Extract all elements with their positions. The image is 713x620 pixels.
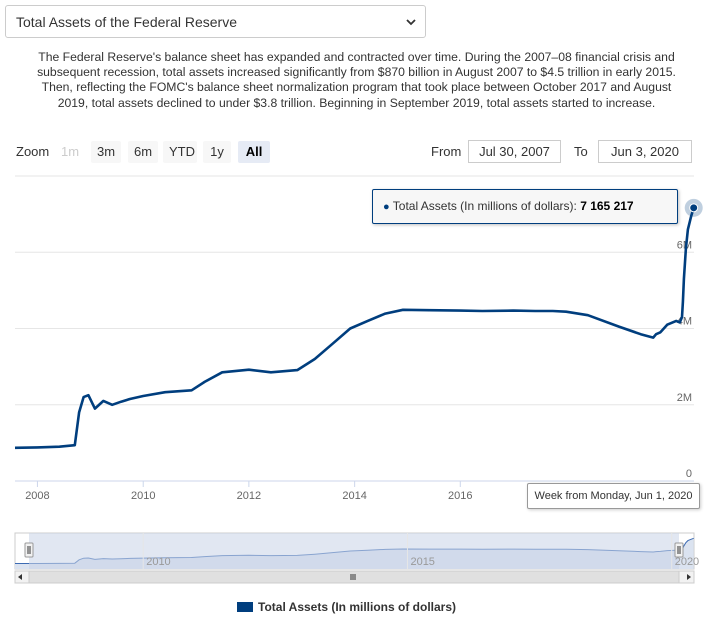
navigator-left-handle[interactable] — [24, 542, 34, 558]
chevron-down-icon — [406, 19, 416, 26]
scroll-left-arrow-icon — [18, 574, 22, 580]
zoom-1m-button[interactable]: 1m — [55, 141, 85, 163]
chart-description: The Federal Reserve's balance sheet has … — [37, 50, 676, 110]
handle-body — [674, 542, 684, 558]
navigator-selection — [29, 533, 679, 569]
x-tick-label: 2014 — [342, 490, 366, 502]
navigator-scrollbar[interactable] — [14, 570, 695, 584]
series-tooltip: ● Total Assets (In millions of dollars):… — [372, 189, 678, 224]
from-label: From — [431, 144, 462, 159]
zoom-1y-button[interactable]: 1y — [203, 141, 231, 163]
navigator-tick-label: 2010 — [146, 556, 170, 568]
y-tick-label: 0 — [686, 468, 692, 480]
legend-label: Total Assets (In millions of dollars) — [258, 600, 457, 614]
navigator-tick-label: 2020 — [675, 556, 699, 568]
x-tick-label: 2016 — [448, 490, 472, 502]
x-tick-label: 2008 — [25, 490, 49, 502]
to-date-input[interactable]: Jun 3, 2020 — [598, 140, 692, 163]
navigator-tick-label: 2015 — [410, 556, 434, 568]
hover-point — [689, 203, 699, 213]
x-tick-label: 2012 — [237, 490, 261, 502]
zoom-6m-button[interactable]: 6m — [128, 141, 158, 163]
y-tick-label: 2M — [677, 392, 692, 404]
x-tick-label: 2010 — [131, 490, 155, 502]
legend-swatch — [237, 602, 253, 612]
handle-body — [24, 542, 34, 558]
tooltip-series-marker: ● — [383, 201, 390, 213]
x-axis-tooltip: Week from Monday, Jun 1, 2020 — [527, 483, 700, 509]
scroll-right-arrow-icon — [687, 574, 691, 580]
zoom-all-button[interactable]: All — [238, 141, 270, 163]
navigator-right-handle[interactable] — [674, 542, 684, 558]
legend-item[interactable]: Total Assets (In millions of dollars) — [237, 600, 456, 614]
to-label: To — [574, 144, 588, 159]
from-date-input[interactable]: Jul 30, 2007 — [468, 140, 561, 163]
dataset-select[interactable]: Total Assets of the Federal Reserve — [5, 5, 426, 38]
scrollbar-thumb — [28, 570, 680, 584]
series-line — [14, 207, 695, 450]
zoom-label: Zoom — [16, 144, 50, 159]
zoom-3m-button[interactable]: 3m — [91, 141, 121, 163]
zoom-ytd-button[interactable]: YTD — [163, 141, 197, 163]
tooltip-value: 7 165 217 — [580, 199, 634, 213]
y-tick-label: 6M — [677, 239, 692, 251]
tooltip-series-label: Total Assets (In millions of dollars): — [392, 199, 577, 213]
dataset-select-value: Total Assets of the Federal Reserve — [16, 14, 237, 30]
